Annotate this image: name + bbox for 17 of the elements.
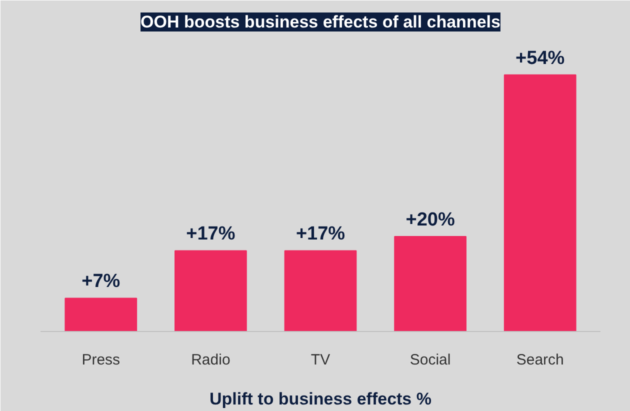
bar [394,236,466,332]
bar [284,250,357,332]
data-label: +20% [406,209,455,230]
bar [504,74,576,332]
data-label: +17% [186,224,236,245]
data-label: +17% [296,224,346,245]
x-tick-label: Search [516,352,564,368]
data-label: +7% [82,271,120,292]
x-tick-label: TV [310,352,330,368]
x-tick-label: Press [82,352,120,368]
chart-title: OOH boosts business effects of all channels [140,12,500,32]
data-label: +54% [516,48,565,69]
x-tick-label: Social [410,352,451,368]
x-axis-title: Uplift to business effects % [210,390,432,408]
bar [64,298,138,332]
x-tick-label: Radio [191,352,230,368]
bar [174,250,247,332]
